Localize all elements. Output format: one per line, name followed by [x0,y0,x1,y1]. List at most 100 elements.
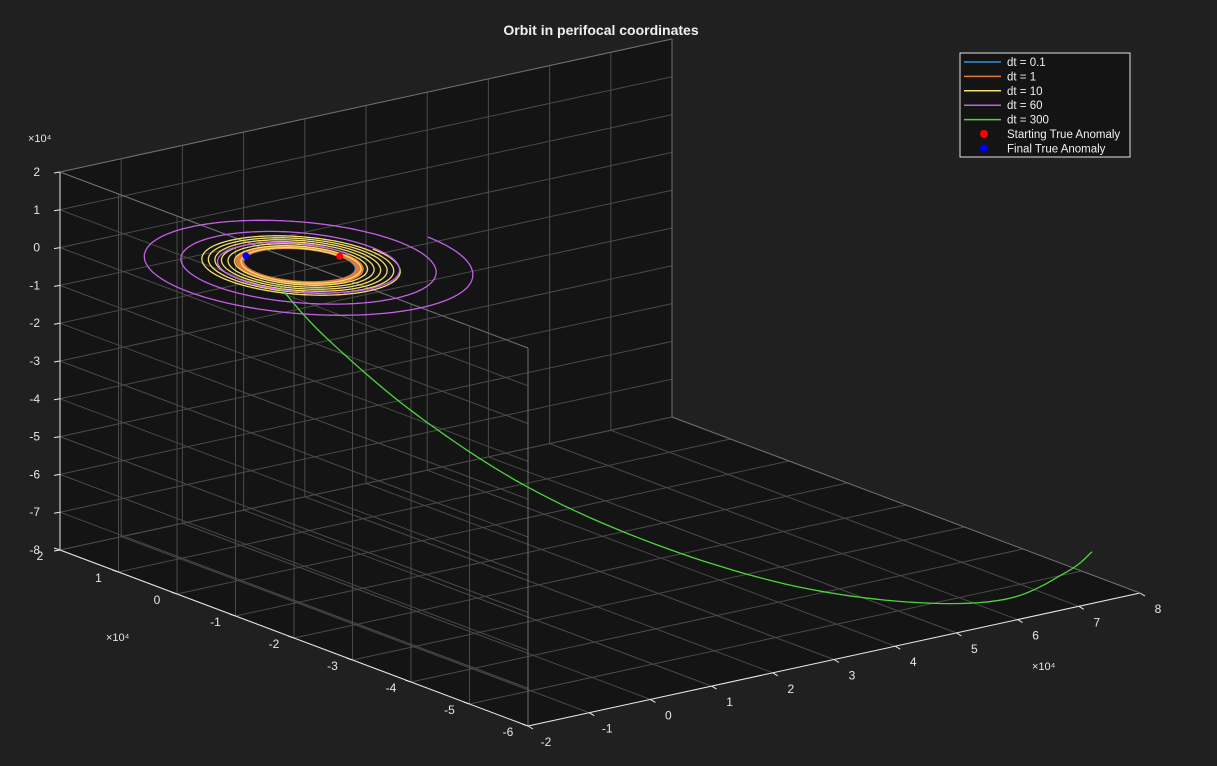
y-tick-mark [112,569,119,573]
y-tick-mark [346,657,353,661]
y-tick-mark [229,613,236,617]
x-tick-mark [956,632,962,637]
y-tick-label: -3 [327,659,338,673]
z-tick-label: -2 [29,316,40,330]
y-tick-label: -1 [210,615,221,629]
z-tick-label: -6 [29,467,40,481]
series-dt-10 [201,235,401,296]
marker-starting-true-anomaly [336,252,344,260]
grid-lines [59,38,1141,727]
legend-swatch-dot [980,144,988,153]
legend-item[interactable]: dt = 0.1 [964,57,1046,69]
grid-line-floor-y [176,460,790,595]
z-tick-mark [53,247,61,250]
grid-line-back-z [59,416,673,551]
grid-line-side-z [59,322,529,500]
x-tick-mark [833,659,840,663]
y-tick-mark [463,701,470,705]
grid-line-floor-y [410,548,1024,683]
grid-line-side-z [59,398,529,576]
series-dt-60 [143,219,474,316]
x-tick-mark [1078,605,1085,610]
z-tick-label: -7 [29,505,40,519]
grid-line-side-z [59,473,529,651]
z-tick-mark [53,511,61,514]
grid-line-floor-y [352,526,965,661]
y-tick-label: -5 [444,703,455,717]
x-tick-label: -2 [541,735,552,749]
box-edge [59,38,673,173]
tick-labels: -2-1012345678-6-5-4-3-2-1012-8-7-6-5-4-3… [29,165,1161,749]
y-tick-label: -6 [503,725,514,739]
z-tick-mark [53,436,61,439]
z-tick-label: 2 [33,165,40,179]
y-tick-mark [170,591,178,595]
grid-line-back-z [59,114,673,249]
z-tick-label: -1 [29,278,40,292]
x-tick-label: 3 [849,669,856,683]
z-tick-label: 0 [33,241,40,255]
z-tick-mark [53,398,61,401]
z-tick-mark [53,549,61,552]
x-tick-mark [772,672,779,677]
legend-item[interactable]: dt = 60 [964,100,1043,112]
grid-line-side-z [59,436,529,614]
legend-label: dt = 10 [1007,86,1043,98]
x-tick-mark [650,698,656,703]
legend-label: dt = 0.1 [1007,57,1046,69]
z-exponent-label: ×10⁴ [28,133,52,145]
z-tick-mark [53,473,61,476]
x-tick-label: 8 [1155,602,1162,616]
y-tick-mark [521,723,529,727]
y-tick-label: 2 [37,549,44,563]
box-edge [671,416,1141,594]
grid-line-floor-y [235,482,848,617]
grid-line-back-z [59,189,673,324]
x-tick-mark [588,712,595,717]
marker-final-true-anomaly [242,252,250,260]
box-edge [59,171,529,349]
legend-label: dt = 300 [1007,115,1049,127]
z-tick-label: -5 [29,430,40,444]
y-exponent-label: ×10⁴ [106,632,130,644]
x-tick-mark [1017,619,1023,624]
z-tick-label: -3 [29,354,40,368]
y-tick-label: -4 [386,681,397,695]
legend-swatch-dot [980,130,988,138]
series-dt-300 [277,284,1093,605]
legend-label: dt = 60 [1007,100,1043,112]
x-tick-label: 7 [1093,615,1100,629]
legend-item[interactable]: dt = 10 [964,86,1043,98]
legend[interactable]: dt = 0.1 dt = 1 dt = 10 dt = 60 dt = 300 Star… [959,52,1131,158]
z-tick-label: 1 [33,203,40,217]
legend-item[interactable]: dt = 300 [964,115,1049,127]
legend-label: Final True Anomaly [1007,143,1106,155]
x-tick-label: 2 [787,682,794,696]
grid-line-side-z [59,247,529,425]
legend-label: Starting True Anomaly [1007,129,1120,141]
y-tick-label: 1 [95,571,102,585]
grid-line-back-z [59,303,673,438]
grid-line-side-z [59,360,529,538]
z-tick-label: -8 [29,543,40,557]
grid-line-back-z [59,340,673,475]
z-tick-mark [53,360,61,363]
y-tick-label: -2 [269,637,280,651]
grid-line-floor-y [293,504,907,639]
legend-item[interactable]: Final True Anomaly [980,143,1106,155]
x-tick-mark [1139,592,1146,597]
grid-line-side-z [59,284,529,462]
data-series [143,219,1093,605]
y-tick-mark [404,679,412,683]
x-tick-label: 6 [1032,629,1039,643]
grid-line-back-z [59,378,673,513]
legend-label: dt = 1 [1007,71,1036,83]
legend-item[interactable]: Starting True Anomaly [980,129,1120,141]
x-tick-mark [711,685,717,690]
x-tick-label: -1 [602,722,613,736]
grid-line-back-z [59,76,673,211]
grid-line-side-z [59,209,529,387]
grid-line-back-z [59,227,673,362]
legend-item[interactable]: dt = 1 [964,71,1036,83]
